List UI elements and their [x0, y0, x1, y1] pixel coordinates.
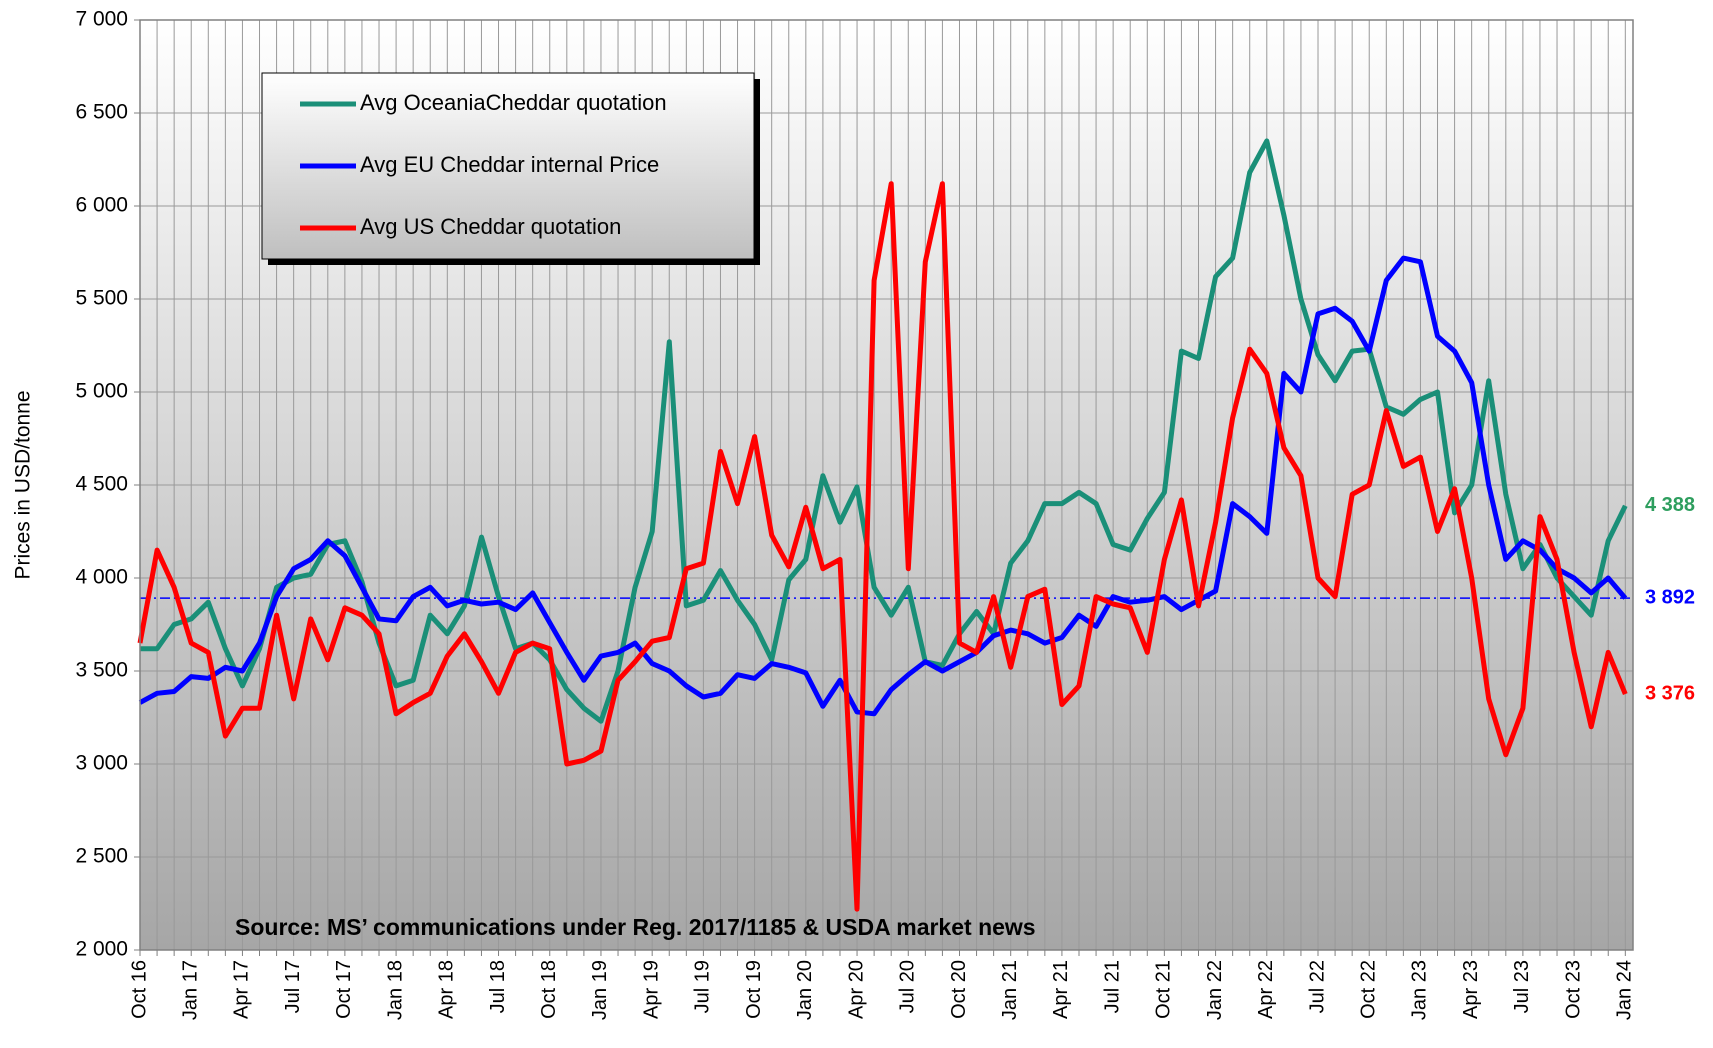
- plot-border: [139, 19, 1634, 951]
- y-tick-label: 6 000: [75, 194, 128, 217]
- x-tick-label: Oct 19: [743, 960, 765, 1019]
- x-tick-label: Jan 19: [589, 960, 611, 1020]
- end-label: 3 892: [1645, 586, 1695, 608]
- x-tick-label: Oct 21: [1153, 960, 1175, 1019]
- end-label: 4 388: [1645, 494, 1695, 516]
- legend-label: Avg US Cheddar quotation: [360, 214, 621, 239]
- end-label: 3 376: [1645, 682, 1695, 704]
- y-tick-label: 2 000: [75, 938, 128, 961]
- legend-label: Avg OceaniaCheddar quotation: [360, 90, 667, 115]
- x-tick-label: Oct 23: [1562, 960, 1584, 1019]
- x-tick-label: Apr 21: [1050, 960, 1072, 1019]
- x-tick-label: Jul 23: [1511, 960, 1533, 1013]
- x-tick-label: Jan 21: [999, 960, 1021, 1020]
- x-tick-label: Jan 20: [794, 960, 816, 1020]
- x-tick-label: Jul 18: [487, 960, 509, 1013]
- y-tick-label: 7 000: [75, 8, 128, 31]
- x-tick-label: Jan 22: [1204, 960, 1226, 1020]
- x-tick-label: Oct 20: [948, 960, 970, 1019]
- series-line: [137, 181, 1628, 912]
- x-tick-label: Apr 20: [845, 960, 867, 1019]
- x-tick-label: Jan 24: [1614, 960, 1636, 1020]
- x-tick-label: Apr 17: [231, 960, 253, 1019]
- y-tick-label: 5 000: [75, 380, 128, 403]
- y-tick-label: 4 500: [75, 473, 128, 496]
- x-tick-label: Jul 20: [897, 960, 919, 1013]
- x-tick-label: Jan 23: [1409, 960, 1431, 1020]
- y-tick-label: 2 500: [75, 845, 128, 868]
- x-tick-label: Jan 18: [384, 960, 406, 1020]
- legend-label: Avg EU Cheddar internal Price: [360, 152, 659, 177]
- x-tick-label: Apr 18: [436, 960, 458, 1019]
- x-tick-label: Jul 22: [1306, 960, 1328, 1013]
- x-tick-label: Oct 16: [128, 960, 150, 1019]
- source-annotation: Source: MS’ communications under Reg. 20…: [235, 914, 1036, 940]
- x-tick-label: Apr 22: [1255, 960, 1277, 1019]
- y-tick-label: 5 500: [75, 287, 128, 310]
- x-tick-label: Oct 18: [538, 960, 560, 1019]
- x-tick-label: Apr 19: [640, 960, 662, 1019]
- x-tick-label: Jul 21: [1101, 960, 1123, 1013]
- y-tick-label: 6 500: [75, 101, 128, 124]
- x-tick-label: Apr 23: [1460, 960, 1482, 1019]
- y-axis-label: Prices in USD/tonne: [12, 390, 35, 579]
- series-line: [138, 255, 1628, 717]
- x-tick-label: Jan 17: [179, 960, 201, 1020]
- x-tick-label: Oct 22: [1358, 960, 1380, 1019]
- x-tick-label: Jul 17: [282, 960, 304, 1013]
- y-tick-label: 3 500: [75, 659, 128, 682]
- y-tick-label: 3 000: [75, 752, 128, 775]
- x-tick-label: Jul 19: [692, 960, 714, 1013]
- y-tick-label: 4 000: [75, 566, 128, 589]
- x-tick-label: Oct 17: [333, 960, 355, 1019]
